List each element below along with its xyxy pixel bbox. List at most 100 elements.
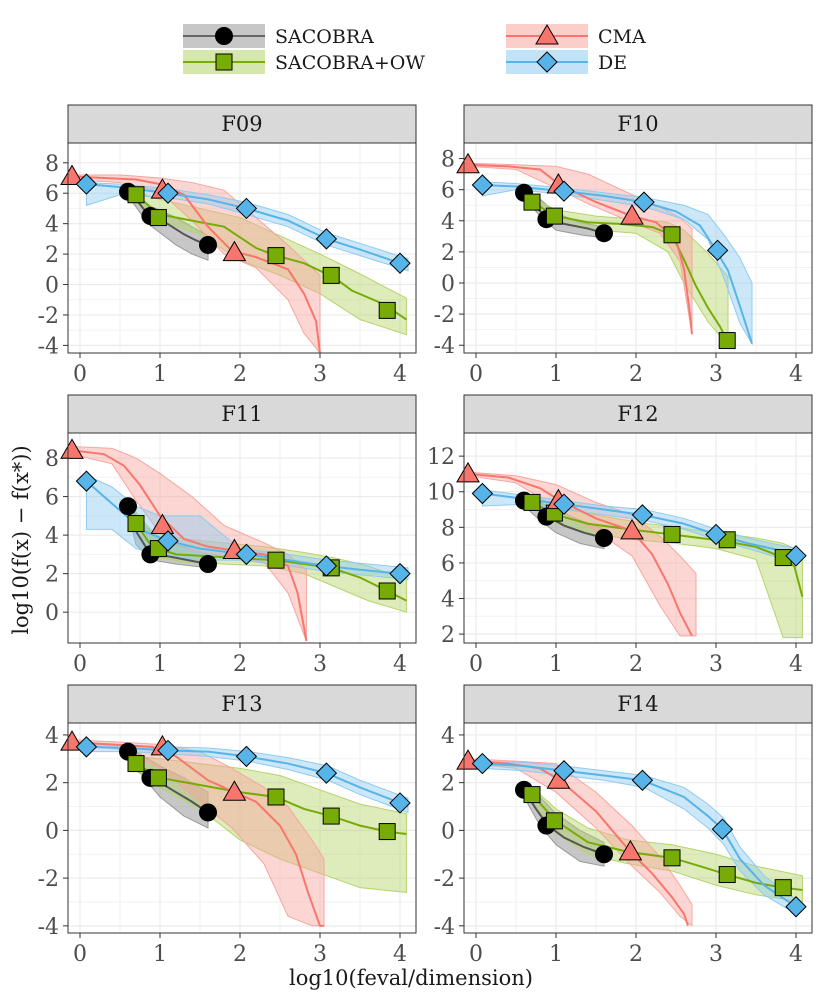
tick-label-y: 2: [45, 772, 59, 797]
tick-label-x: 4: [393, 942, 407, 967]
marker-de: [157, 530, 179, 552]
marker-de: [235, 197, 258, 220]
band-cma: [467, 758, 693, 927]
marker-sacobra-ow: [523, 193, 541, 211]
marker-de: [706, 239, 729, 262]
marker-de: [157, 739, 179, 762]
panel-border: [463, 142, 813, 354]
line-cma: [467, 472, 693, 637]
tick-label-x: 2: [233, 942, 247, 967]
line-de: [482, 492, 797, 557]
line-cma: [71, 449, 308, 642]
panel-title: F11: [221, 402, 262, 426]
panel-strip: [463, 104, 813, 144]
panel-strip: [67, 394, 417, 434]
marker-sacobra-ow: [267, 247, 285, 265]
marker-sacobra-ow: [718, 332, 736, 350]
gridlines: [464, 143, 812, 353]
marker-de: [471, 174, 494, 196]
tick-label-y: 8: [45, 152, 59, 177]
marker-de: [75, 470, 98, 492]
panel-f14: F14 0 1 2 3 4 4 2 0 -2 -4: [434, 684, 813, 967]
marker-de: [389, 792, 411, 814]
tick-label-x: 0: [469, 652, 483, 677]
tick-label-y: -4: [434, 334, 455, 359]
tick-label-y: 4: [45, 724, 59, 749]
marker-cma: [618, 839, 643, 861]
marker-sacobra-ow: [127, 186, 145, 204]
marker-sacobra-ow: [663, 849, 681, 867]
tick-label-y: 2: [441, 623, 455, 648]
marker-sacobra-ow: [127, 515, 145, 533]
tick-label-y: 8: [441, 516, 455, 541]
marker-sacobra: [595, 224, 613, 243]
marker-cma: [150, 513, 175, 534]
marker-cma: [222, 780, 247, 801]
tick-label-y: 6: [45, 486, 59, 511]
marker-sacobra-ow: [378, 823, 396, 841]
panel-strip: [463, 394, 813, 434]
marker-de: [75, 173, 98, 195]
marker-de: [389, 252, 411, 274]
legend-marker-square: [215, 53, 233, 71]
tick-label-y: 8: [45, 447, 59, 472]
tick-label-x: 2: [233, 652, 247, 677]
marker-de: [631, 769, 654, 791]
tick-label-y: 4: [441, 724, 455, 749]
tick-label-y: 2: [441, 772, 455, 797]
tick-label-y: 2: [45, 563, 59, 588]
plot-background: [464, 723, 812, 933]
line-de: [482, 184, 753, 344]
marker-de: [471, 752, 494, 775]
marker-sacobra-ow: [322, 807, 340, 825]
tick-label-x: 0: [73, 652, 87, 677]
tick-label-x: 3: [313, 652, 327, 677]
tick-label-x: 1: [153, 652, 167, 677]
tick-label-y: 6: [441, 552, 455, 577]
panel-title: F14: [617, 692, 658, 716]
tick-label-y: -4: [38, 915, 59, 940]
legend-marker-diamond: [536, 51, 558, 73]
legend-label: CMA: [598, 26, 646, 48]
legend-marker-triangle: [535, 24, 559, 45]
marker-cma: [456, 461, 480, 483]
tick-label-y: 0: [441, 272, 455, 297]
panel-border: [463, 722, 813, 934]
marker-sacobra: [119, 497, 137, 516]
tick-label-y: 4: [441, 588, 455, 613]
tick-label-y: 0: [441, 819, 455, 844]
tick-label-y: 6: [441, 179, 455, 204]
tick-label-x: 3: [313, 362, 327, 387]
tick-label-y: 8: [441, 148, 455, 173]
line-de: [86, 745, 409, 808]
marker-sacobra-ow: [774, 879, 792, 897]
tick-label-y: 10: [427, 481, 455, 506]
band-sacobra-ow: [135, 755, 407, 893]
marker-sacobra: [199, 555, 217, 574]
legend: SACOBRA SACOBRA+OW CMA DE: [183, 24, 646, 74]
tick-label-x: 2: [629, 652, 643, 677]
tick-label-y: 0: [45, 819, 59, 844]
marker-sacobra: [199, 803, 217, 822]
tick-label-x: 4: [789, 652, 803, 677]
tick-label-y: 6: [45, 182, 59, 207]
marker-sacobra-ow: [545, 812, 563, 830]
marker-de: [553, 493, 575, 515]
marker-de: [315, 555, 338, 577]
legend-item-cma: CMA: [506, 24, 646, 48]
panel-title: F10: [617, 112, 658, 136]
tick-label-x: 4: [789, 362, 803, 387]
tick-label-x: 0: [73, 942, 87, 967]
marker-de: [235, 543, 258, 566]
legend-marker-circle: [215, 27, 233, 45]
marker-sacobra-ow: [378, 582, 396, 600]
tick-label-y: 0: [45, 274, 59, 299]
marker-sacobra: [199, 235, 217, 254]
tick-label-x: 0: [73, 362, 87, 387]
marker-cma: [620, 518, 644, 540]
tick-label-y: 4: [45, 213, 59, 238]
tick-label-x: 4: [393, 362, 407, 387]
marker-de: [235, 745, 258, 768]
